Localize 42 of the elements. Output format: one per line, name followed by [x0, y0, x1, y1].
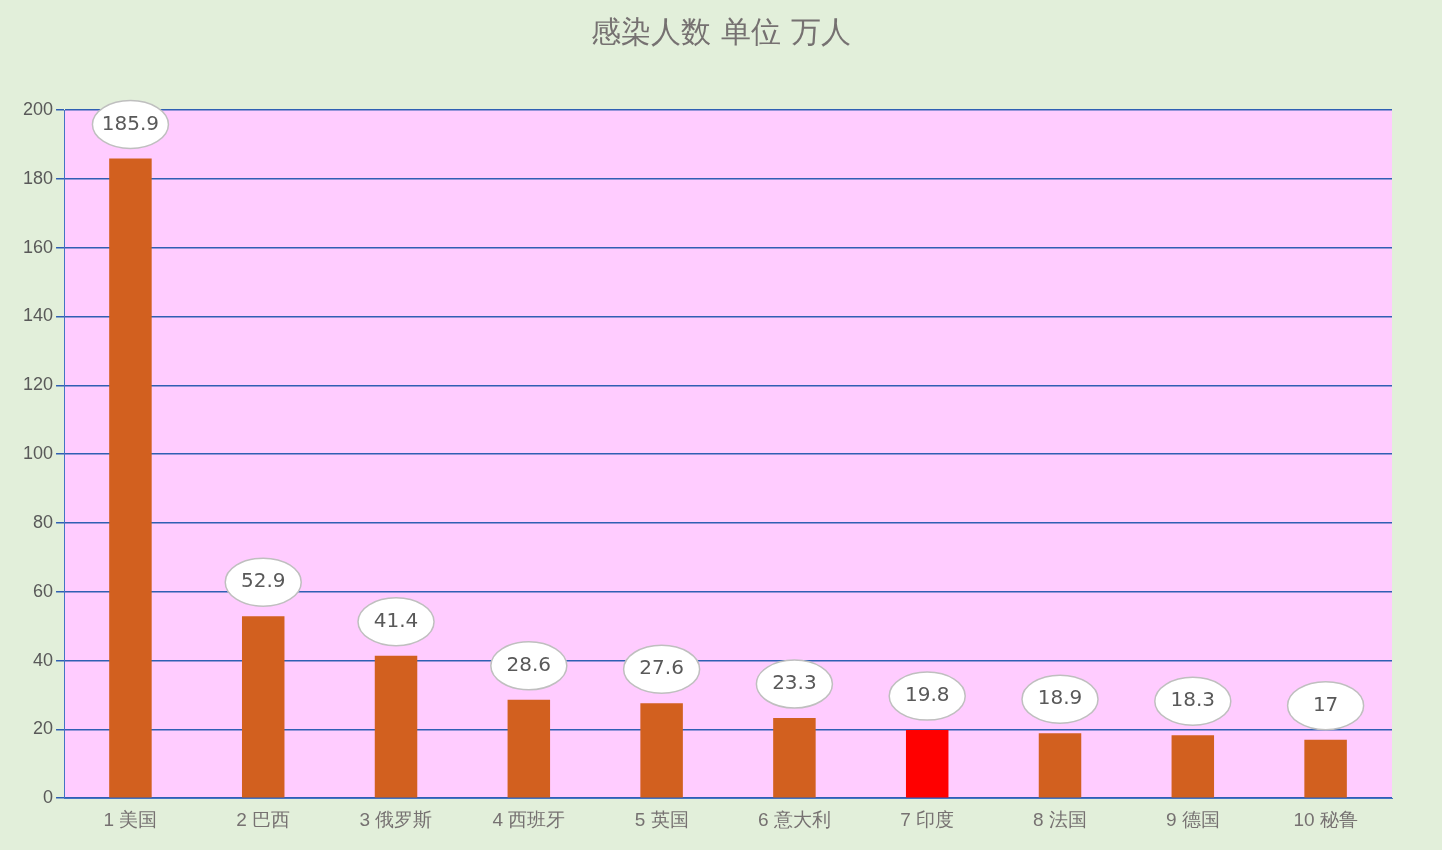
y-tick-label: 40: [33, 649, 54, 670]
bar: [905, 730, 949, 798]
x-tick-label: 3 俄罗斯: [359, 808, 433, 830]
y-tick-label: 60: [33, 580, 54, 601]
x-tick-label: 6 意大利: [757, 808, 831, 830]
x-tick-label: 2 巴西: [236, 808, 291, 830]
bar: [109, 158, 152, 798]
bar: [1038, 733, 1082, 798]
y-tick-label: 140: [22, 305, 54, 326]
y-tick-label: 180: [22, 167, 54, 188]
x-tick-label: 9 德国: [1165, 808, 1220, 830]
bar: [773, 718, 816, 798]
data-label: 185.9: [101, 110, 160, 135]
chart-title: 感染人数 单位 万人: [590, 13, 852, 51]
x-tick-label: 8 法国: [1033, 808, 1087, 830]
data-label: 41.4: [373, 607, 419, 632]
x-tick-label: 1 美国: [103, 808, 158, 830]
data-label: 27.6: [639, 655, 684, 680]
x-tick-label: 7 印度: [900, 808, 955, 830]
x-tick-label: 10 秘鲁: [1293, 808, 1358, 830]
data-label: 23.3: [772, 670, 817, 695]
y-tick-label: 160: [22, 236, 54, 257]
y-tick-label: 100: [22, 443, 54, 464]
data-label: 28.6: [506, 651, 552, 676]
data-label: 19.8: [904, 682, 950, 707]
y-tick-label: 20: [33, 718, 54, 739]
data-label: 18.9: [1037, 685, 1083, 710]
y-tick-label: 0: [43, 787, 54, 808]
y-tick-label: 80: [33, 511, 54, 532]
bar: [1171, 735, 1215, 798]
bar: [1304, 739, 1347, 798]
y-tick-label: 200: [22, 98, 54, 119]
bar: [640, 703, 683, 798]
data-label: 52.9: [240, 568, 286, 593]
bar: [241, 616, 285, 798]
bar: [507, 699, 551, 798]
bar: [374, 655, 418, 798]
x-tick-label: 5 英国: [634, 808, 689, 830]
y-tick-label: 120: [22, 374, 54, 395]
data-label: 18.3: [1170, 687, 1216, 712]
x-tick-label: 4 西班牙: [492, 808, 566, 830]
data-label: 17: [1312, 691, 1339, 716]
